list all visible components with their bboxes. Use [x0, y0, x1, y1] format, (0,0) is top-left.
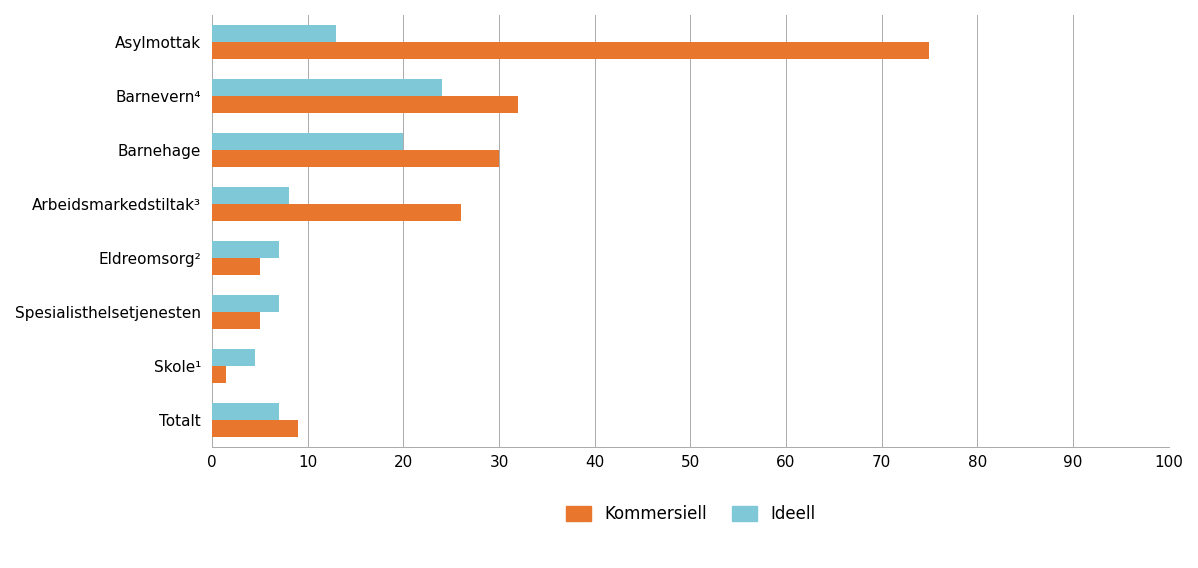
Bar	[212, 133, 404, 150]
Bar	[212, 96, 519, 113]
Bar	[212, 349, 255, 366]
Bar	[212, 295, 279, 312]
Bar	[212, 258, 260, 275]
Legend: Kommersiell, Ideell: Kommersiell, Ideell	[559, 498, 822, 530]
Bar	[212, 312, 260, 329]
Bar	[212, 241, 279, 258]
Bar	[212, 403, 279, 420]
Bar	[212, 204, 461, 221]
Bar	[212, 187, 289, 204]
Bar	[212, 366, 226, 383]
Bar	[212, 79, 442, 96]
Bar	[212, 42, 930, 59]
Bar	[212, 420, 298, 437]
Bar	[212, 150, 500, 167]
Bar	[212, 25, 337, 42]
